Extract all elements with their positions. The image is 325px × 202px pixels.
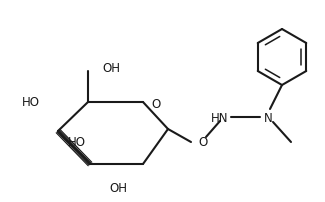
Text: OH: OH — [102, 61, 120, 74]
Text: N: N — [264, 111, 272, 124]
Text: O: O — [151, 97, 160, 110]
Text: HO: HO — [22, 96, 40, 109]
Text: HO: HO — [68, 136, 86, 149]
Text: HN: HN — [211, 111, 228, 124]
Text: O: O — [198, 136, 207, 149]
Text: OH: OH — [109, 181, 127, 194]
